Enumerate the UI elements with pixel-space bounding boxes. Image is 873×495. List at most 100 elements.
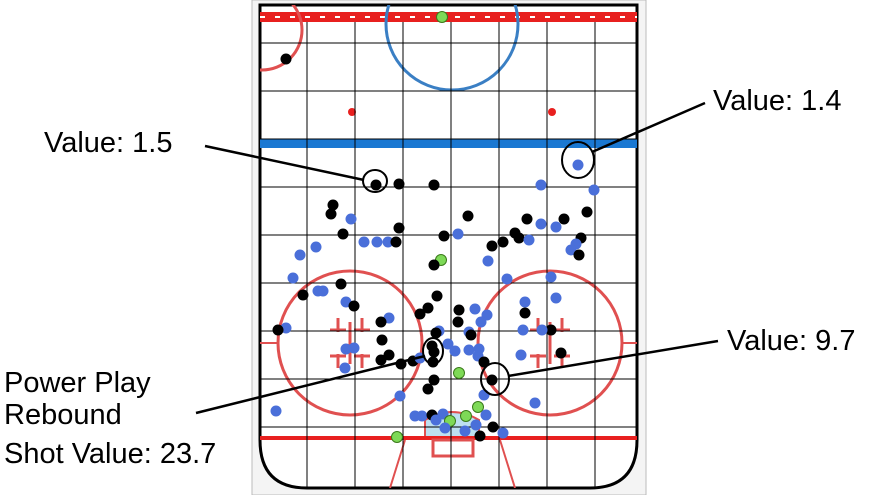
- highlight-circle-a4: [422, 337, 444, 365]
- shot-marker-black: [555, 347, 567, 359]
- shot-marker-blue: [358, 236, 370, 248]
- shot-marker-blue: [523, 234, 535, 246]
- shot-marker-black: [428, 259, 440, 271]
- shot-marker-black: [478, 356, 490, 368]
- shot-marker-blue: [452, 228, 464, 240]
- shot-marker-black: [327, 199, 339, 211]
- rink-surface: [258, 3, 639, 490]
- neutral-zone-circle-fragment: [260, 5, 304, 72]
- shot-marker-green: [391, 431, 403, 443]
- shot-marker-blue: [519, 296, 531, 308]
- shot-marker-black: [427, 356, 439, 368]
- shot-marker-blue: [470, 419, 482, 431]
- shot-marker-black: [375, 316, 387, 328]
- leader-lines: [195, 101, 719, 415]
- shot-marker-green: [472, 401, 484, 413]
- shot-marker-black: [430, 327, 442, 339]
- shot-marker-black: [337, 228, 349, 240]
- shot-marker-blue: [529, 397, 541, 409]
- shot-marker-black: [431, 290, 443, 302]
- leader-line-a3: [507, 339, 719, 378]
- shot-marker-black: [375, 354, 387, 366]
- shot-marker-black: [335, 278, 347, 290]
- shot-marker-blue: [535, 179, 547, 191]
- shot-marker-black: [513, 232, 525, 244]
- shot-marker-black: [428, 179, 440, 191]
- highlight-circle-a3: [480, 362, 510, 396]
- shot-marker-black: [325, 208, 337, 220]
- shot-marker-black: [272, 324, 284, 336]
- shot-marker-blue: [340, 343, 352, 355]
- goal-net: [431, 438, 475, 458]
- annotation-power-play-line-1: Power Play: [4, 367, 151, 399]
- shot-marker-black: [393, 178, 405, 190]
- shot-marker-black: [422, 302, 434, 314]
- shot-marker-black: [558, 213, 570, 225]
- shot-marker-blue: [588, 184, 600, 196]
- leader-line-a4: [195, 354, 426, 415]
- shot-marker-green: [436, 11, 448, 23]
- shot-marker-blue: [469, 303, 481, 315]
- shot-marker-blue: [437, 408, 449, 420]
- shot-marker-blue: [475, 316, 487, 328]
- shot-marker-black: [497, 236, 509, 248]
- shot-marker-black: [393, 222, 405, 234]
- shot-marker-black: [376, 334, 388, 346]
- annotation-power-play-line-3: Shot Value: 23.7: [4, 438, 216, 470]
- shot-marker-blue: [550, 221, 562, 233]
- shot-marker-green: [460, 410, 472, 422]
- neutral-zone-dot-left: [348, 108, 356, 116]
- shot-marker-blue: [449, 345, 461, 357]
- shot-marker-black: [573, 249, 585, 261]
- shot-marker-black: [462, 210, 474, 222]
- shot-marker-blue: [572, 159, 584, 171]
- highlight-circle-a2: [561, 141, 595, 179]
- shot-marker-black: [438, 230, 450, 242]
- highlight-circles: [362, 141, 595, 396]
- shot-marker-black: [452, 316, 464, 328]
- shot-marker-black: [390, 236, 402, 248]
- shot-marker-black: [581, 206, 593, 218]
- shot-marker-blue: [565, 244, 577, 256]
- shot-marker-blue: [517, 324, 529, 336]
- grid-overlay: [260, 22, 637, 488]
- shot-marker-blue: [287, 272, 299, 284]
- shot-marker-blue: [442, 338, 454, 350]
- shot-marker-blue: [439, 422, 451, 434]
- shot-marker-black: [545, 324, 557, 336]
- shot-marker-black: [487, 421, 499, 433]
- shot-marker-black: [519, 307, 531, 319]
- shot-marker-blue: [478, 389, 490, 401]
- center-ice-circle: [384, 5, 520, 92]
- annotation-power-play-line-2: Rebound: [4, 399, 122, 431]
- shot-marker-blue: [545, 271, 557, 283]
- shot-marker-black: [414, 308, 426, 320]
- shot-marker-black: [486, 240, 498, 252]
- neutral-zone-dot-right: [548, 108, 556, 116]
- shot-marker-black: [428, 374, 440, 386]
- shot-marker-blue: [482, 255, 494, 267]
- shot-marker-green: [453, 367, 465, 379]
- blue-line: [260, 139, 637, 148]
- shot-marker-black: [370, 179, 382, 191]
- shot-marker-black: [465, 329, 477, 341]
- shot-marker-black: [486, 374, 498, 386]
- shots-layer: [270, 11, 600, 443]
- center-red-line: [260, 12, 637, 22]
- shot-marker-black: [297, 289, 309, 301]
- shot-marker-blue: [515, 349, 527, 361]
- shot-marker-blue: [310, 241, 322, 253]
- shot-marker-blue: [294, 249, 306, 261]
- shot-marker-black: [280, 53, 292, 65]
- leader-line-a2: [591, 101, 706, 154]
- shot-marker-blue: [497, 427, 509, 439]
- shot-marker-blue: [345, 213, 357, 225]
- shot-marker-blue: [270, 405, 282, 417]
- shot-marker-black: [474, 430, 486, 442]
- shot-marker-blue: [459, 425, 471, 437]
- annotation-value-1-5: Value: 1.5: [44, 127, 172, 159]
- shot-marker-blue: [480, 409, 492, 421]
- shot-marker-blue: [536, 324, 548, 336]
- shot-marker-blue: [371, 236, 383, 248]
